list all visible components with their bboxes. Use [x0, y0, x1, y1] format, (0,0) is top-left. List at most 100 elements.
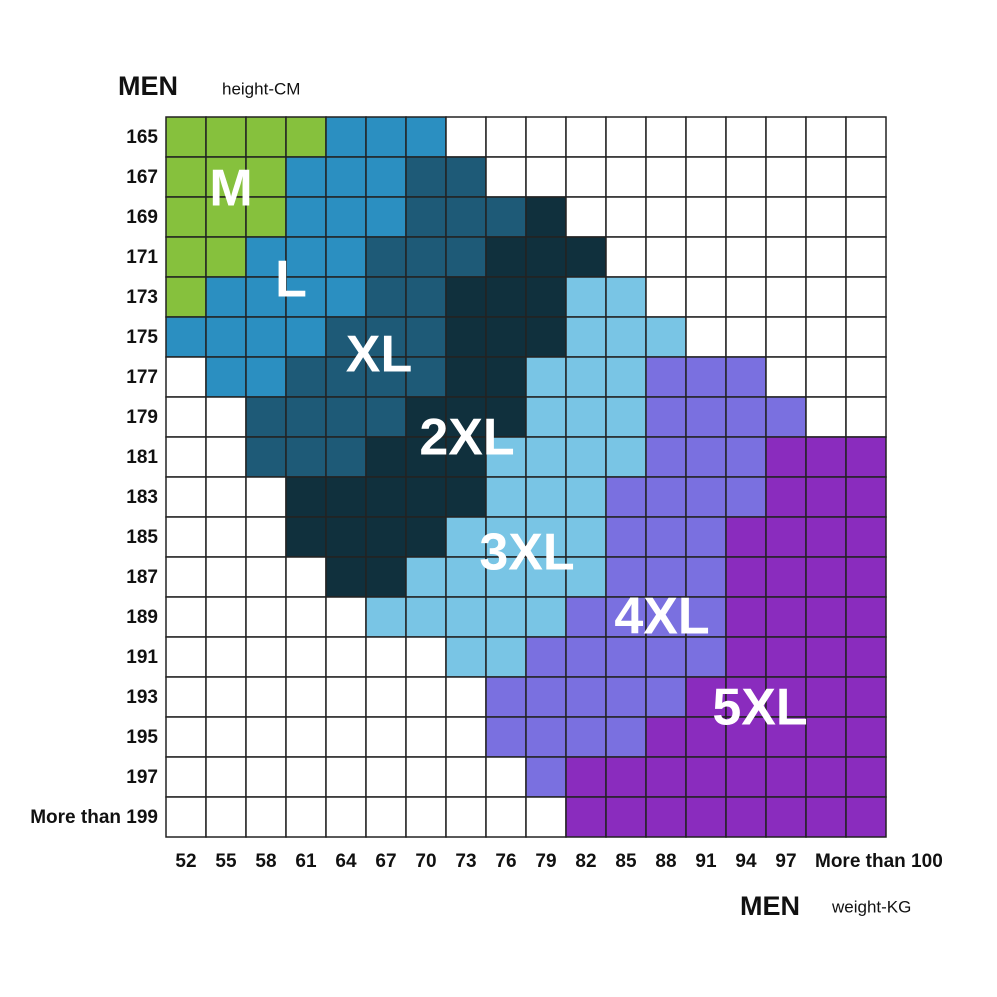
cell — [805, 276, 847, 318]
cell — [325, 196, 367, 238]
cell — [365, 196, 407, 238]
cell — [765, 476, 807, 518]
cell — [765, 356, 807, 398]
column-label: 55 — [215, 851, 237, 872]
cell — [365, 636, 407, 678]
cell — [645, 716, 687, 758]
cell — [405, 596, 447, 638]
cell — [605, 556, 647, 598]
cell — [325, 516, 367, 558]
cell — [565, 716, 607, 758]
column-label: 76 — [495, 851, 516, 872]
cell — [365, 116, 407, 158]
cell — [485, 196, 527, 238]
cell — [285, 156, 327, 198]
labels: 165 167 169 171 173 175 177 179 181 183 185 187 189 1… — [30, 127, 943, 872]
cell — [605, 436, 647, 478]
column-label: 79 — [535, 851, 556, 872]
cell — [165, 436, 207, 478]
cell — [725, 476, 767, 518]
cell — [205, 356, 247, 398]
cell — [565, 756, 607, 798]
cell — [445, 116, 487, 158]
cell — [205, 716, 247, 758]
cell — [525, 396, 567, 438]
cell — [365, 236, 407, 278]
cell — [205, 316, 247, 358]
cell — [565, 196, 607, 238]
cell — [405, 716, 447, 758]
size-label: 4XL — [614, 588, 709, 646]
cell — [685, 156, 727, 198]
cell — [645, 236, 687, 278]
cell — [685, 196, 727, 238]
cell — [805, 196, 847, 238]
cell — [645, 676, 687, 718]
cell — [605, 196, 647, 238]
cell — [365, 796, 407, 838]
cell — [845, 316, 887, 358]
cell — [325, 756, 367, 798]
cell — [405, 676, 447, 718]
cell — [805, 516, 847, 558]
cell — [165, 556, 207, 598]
cell — [165, 316, 207, 358]
cell — [765, 596, 807, 638]
cell — [525, 636, 567, 678]
size-label: XL — [346, 326, 412, 384]
cell — [485, 236, 527, 278]
cell — [485, 516, 527, 558]
cell — [285, 596, 327, 638]
cell — [845, 156, 887, 198]
column-label: 82 — [575, 851, 596, 872]
cell — [205, 396, 247, 438]
cell — [165, 676, 207, 718]
cell — [605, 716, 647, 758]
cell — [565, 676, 607, 718]
cell — [245, 676, 287, 718]
cell — [805, 436, 847, 478]
cell — [725, 556, 767, 598]
cell — [245, 316, 287, 358]
cell — [485, 596, 527, 638]
cell — [645, 556, 687, 598]
row-label: 195 — [126, 727, 158, 748]
cell — [445, 276, 487, 318]
cell — [405, 316, 447, 358]
cell — [525, 476, 567, 518]
cell — [765, 196, 807, 238]
cell — [325, 156, 367, 198]
cell — [285, 796, 327, 838]
cell — [365, 436, 407, 478]
cell — [685, 756, 727, 798]
header-title: MEN — [118, 71, 178, 101]
cell — [645, 476, 687, 518]
cell — [485, 276, 527, 318]
cell — [525, 316, 567, 358]
cell — [405, 476, 447, 518]
cell — [405, 236, 447, 278]
cell — [165, 476, 207, 518]
cell — [325, 636, 367, 678]
cell — [605, 516, 647, 558]
column-label: 67 — [375, 851, 396, 872]
row-label: 167 — [126, 167, 158, 188]
cell — [685, 116, 727, 158]
cell — [525, 716, 567, 758]
cell — [405, 156, 447, 198]
cell — [525, 356, 567, 398]
cell — [405, 796, 447, 838]
cell — [685, 316, 727, 358]
cell — [605, 276, 647, 318]
cell — [205, 516, 247, 558]
cell — [645, 596, 687, 638]
cell — [245, 476, 287, 518]
cell — [485, 676, 527, 718]
cell — [205, 676, 247, 718]
cell — [485, 796, 527, 838]
cell — [245, 396, 287, 438]
row-label: 183 — [126, 487, 158, 508]
cell — [525, 756, 567, 798]
cell — [725, 436, 767, 478]
cell — [485, 356, 527, 398]
